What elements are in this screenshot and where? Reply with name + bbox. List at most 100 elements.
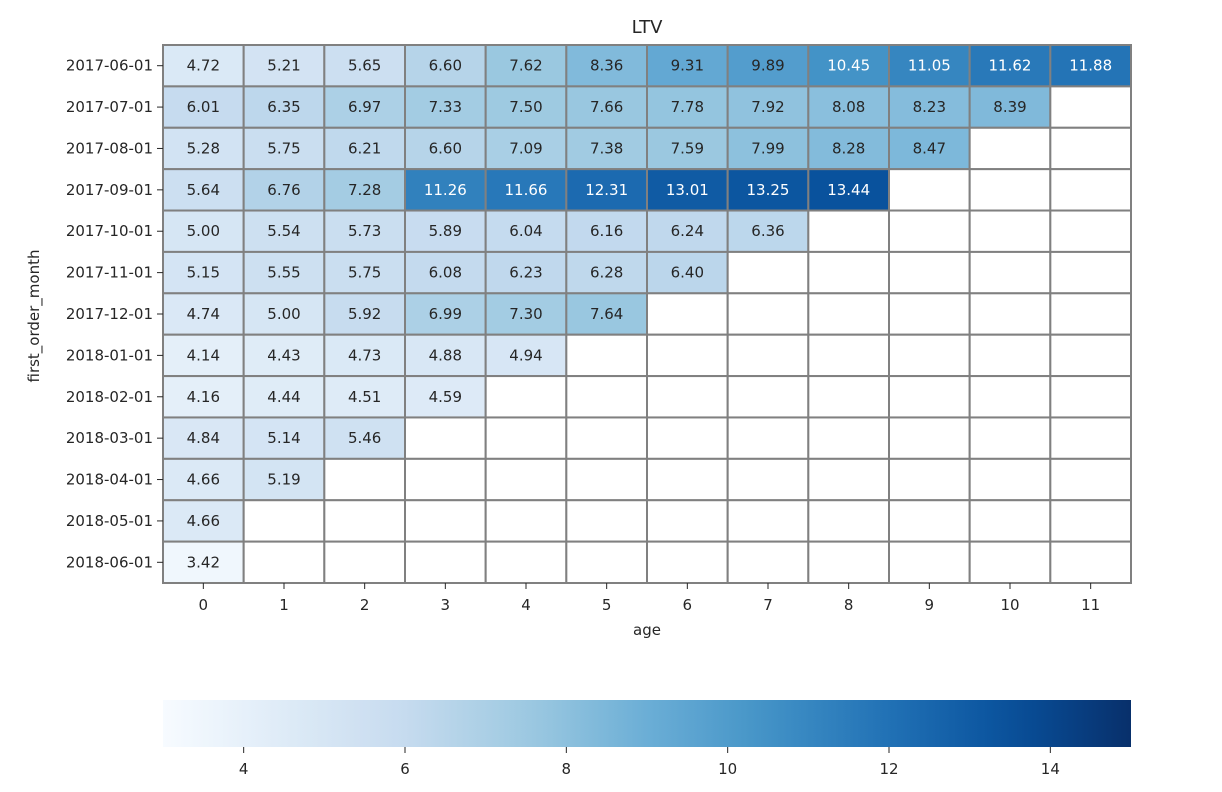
heatmap-cell: [484, 250, 568, 295]
cell-value-label: 6.60: [429, 139, 462, 157]
heatmap-cell: [807, 209, 890, 253]
cell-value-label: 7.64: [590, 305, 623, 323]
heatmap-cell: [888, 292, 971, 336]
heatmap-cell: [646, 375, 729, 419]
cell-value-label: 13.25: [747, 181, 790, 199]
cell-value-label: 7.50: [509, 98, 542, 116]
x-tick-label: 0: [199, 596, 209, 614]
colorbar: [163, 700, 1131, 747]
colorbar-tick-label: 14: [1041, 760, 1060, 778]
heatmap-cell: [323, 85, 407, 129]
cell-value-label: 4.44: [267, 388, 300, 406]
heatmap-cell: [726, 292, 810, 336]
cell-value-label: 6.60: [429, 57, 462, 75]
heatmap-cell: [726, 333, 810, 378]
cell-value-label: 7.30: [509, 305, 542, 323]
cell-value-label: 4.74: [187, 305, 220, 323]
heatmap-cell: [404, 540, 487, 584]
cell-value-label: 5.55: [267, 264, 300, 282]
heatmap-cell: [807, 333, 890, 378]
cell-value-label: 5.92: [348, 305, 381, 323]
heatmap-cell: [888, 168, 971, 212]
cell-value-label: 4.66: [187, 471, 220, 489]
cell-value-label: 12.31: [585, 181, 628, 199]
heatmap-cell: [888, 499, 971, 543]
cell-value-label: 6.21: [348, 139, 381, 157]
cell-value-label: 4.66: [187, 512, 220, 530]
heatmap-cell: [1049, 457, 1133, 502]
cell-value-label: 7.99: [751, 139, 784, 157]
heatmap-cell: [726, 168, 810, 212]
heatmap-cell: [726, 375, 810, 419]
y-tick-label: 2018-01-01: [66, 346, 153, 364]
heatmap-cell: [807, 540, 890, 584]
x-tick-label: 8: [844, 596, 854, 614]
cell-value-label: 4.43: [267, 346, 300, 364]
cell-value-label: 5.75: [267, 139, 300, 157]
cell-value-label: 4.59: [429, 388, 462, 406]
heatmap-cell: [565, 168, 648, 212]
x-axis-label: age: [633, 621, 661, 639]
colorbar-tick-label: 10: [718, 760, 737, 778]
cell-value-label: 8.36: [590, 57, 623, 75]
heatmap-cell: [565, 416, 648, 460]
cell-value-label: 9.31: [671, 57, 704, 75]
heatmap-cell: [162, 333, 245, 378]
heatmap-cell: [646, 292, 729, 336]
cell-value-label: 7.66: [590, 98, 623, 116]
colorbar-tick-label: 4: [239, 760, 249, 778]
cell-value-label: 8.39: [993, 98, 1026, 116]
cell-value-label: 6.97: [348, 98, 381, 116]
heatmap-cell: [888, 375, 971, 419]
heatmap-cell: [888, 333, 971, 378]
cell-value-label: 5.46: [348, 429, 381, 447]
x-tick-label: 6: [683, 596, 693, 614]
heatmap-cells: 4.72 5.21 5.65 6.60 7.62 8.36 9.31 9.89 10.45 11.…: [162, 44, 1133, 584]
x-tick-label: 3: [441, 596, 451, 614]
heatmap-cell: [888, 209, 971, 253]
colorbar-tick-label: 6: [400, 760, 410, 778]
cell-value-label: 4.88: [429, 346, 462, 364]
heatmap-cell: [484, 85, 568, 129]
heatmap-cell: [807, 292, 890, 336]
cell-value-label: 5.65: [348, 57, 381, 75]
cell-value-label: 7.59: [671, 139, 704, 157]
heatmap-cell: [484, 540, 568, 584]
heatmap-cell: [968, 499, 1052, 543]
cell-value-label: 11.66: [505, 181, 548, 199]
y-tick-label: 2018-02-01: [66, 388, 153, 406]
heatmap-cell: [807, 457, 890, 502]
heatmap-cell: [646, 333, 729, 378]
y-tick-label: 2017-11-01: [66, 264, 153, 282]
heatmap-cell: [242, 333, 326, 378]
y-axis-label: first_order_month: [25, 250, 44, 383]
y-tick-labels: 2017-06-01 2017-07-01 2017-08-01 2017-09-01…: [66, 57, 163, 571]
heatmap-cell: [162, 44, 245, 88]
heatmap-cell: [726, 250, 810, 295]
cell-value-label: 7.09: [509, 139, 542, 157]
cell-value-label: 6.24: [671, 222, 704, 240]
x-tick-label: 9: [925, 596, 935, 614]
heatmap-cell: [565, 292, 648, 336]
heatmap-cell: [1049, 292, 1133, 336]
cell-value-label: 11.26: [424, 181, 467, 199]
x-tick-label: 5: [602, 596, 612, 614]
cell-value-label: 7.92: [751, 98, 784, 116]
heatmap-cell: [646, 126, 729, 171]
cell-value-label: 7.28: [348, 181, 381, 199]
heatmap-cell: [323, 540, 407, 584]
cell-value-label: 10.45: [827, 57, 870, 75]
cell-value-label: 5.00: [267, 305, 300, 323]
heatmap-cell: [404, 250, 487, 295]
heatmap-cell: [726, 457, 810, 502]
cell-value-label: 11.88: [1069, 57, 1112, 75]
heatmap-cell: [162, 457, 245, 502]
cell-value-label: 8.47: [913, 139, 946, 157]
heatmap-cell: [404, 499, 487, 543]
heatmap-cell: [242, 209, 326, 253]
heatmap-cell: [404, 85, 487, 129]
heatmap-cell: [968, 168, 1052, 212]
chart-title: LTV: [632, 17, 664, 38]
x-tick-label: 11: [1081, 596, 1100, 614]
